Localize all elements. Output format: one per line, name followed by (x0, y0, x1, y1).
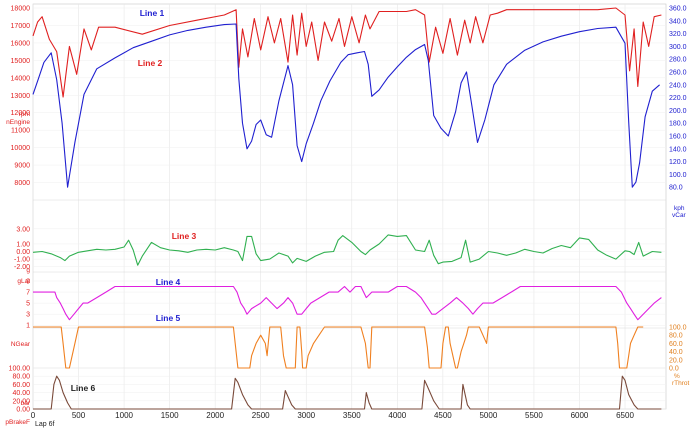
right-tick-label: 20.0 (669, 357, 683, 364)
right-axis-name: vCar (672, 212, 687, 219)
left-axis-units: g (26, 267, 30, 274)
x-tick-label: 3500 (343, 411, 361, 420)
labels: 0 500 1000 1500 2000 2500 3000 3500 4000 4500 5000… (5, 6, 689, 428)
right-tick-label: 280.0 (669, 57, 687, 64)
right-tick-label: 120.0 (669, 159, 687, 166)
right-tick-label: 300.0 (669, 44, 687, 51)
left-tick-label: 80.00 (12, 374, 30, 381)
series-label: Line 1 (140, 8, 165, 18)
x-tick-label: 6500 (616, 411, 634, 420)
right-tick-label: 220.0 (669, 95, 687, 102)
right-tick-label: 160.0 (669, 134, 687, 141)
right-tick-label: 260.0 (669, 70, 687, 77)
left-tick-label: 3.00 (16, 226, 30, 233)
left-tick-label: 13000 (11, 93, 31, 100)
right-tick-label: 80.0 (669, 185, 683, 192)
series-label: Line 6 (71, 383, 96, 393)
left-tick-label: 7 (26, 290, 30, 297)
left-tick-label: 40.00 (12, 390, 30, 397)
right-tick-label: 80.0 (669, 333, 683, 340)
left-tick-label: 0.00 (16, 407, 30, 414)
x-tick-label: 0 (31, 411, 36, 420)
right-tick-label: 140.0 (669, 146, 687, 153)
left-tick-label: 12000 (11, 110, 31, 117)
left-tick-label: 10000 (11, 145, 31, 152)
x-tick-label: 6000 (571, 411, 589, 420)
x-tick-label: 4000 (388, 411, 406, 420)
left-tick-label: 60.00 (12, 382, 30, 389)
series-label: Line 5 (156, 313, 181, 323)
x-axis-label: Lap 6f (35, 421, 55, 428)
left-axis-name: NGear (11, 341, 31, 348)
series-line-line-1 (32, 7, 662, 98)
left-tick-label: 16000 (11, 40, 31, 47)
left-tick-label: 15000 (11, 58, 31, 65)
left-axis-name: nEngine (6, 119, 30, 126)
left-tick-label: 100.00 (9, 366, 31, 373)
left-tick-label: 18000 (11, 6, 31, 13)
series-group (32, 7, 662, 410)
left-tick-label: 9 (26, 279, 30, 286)
left-axis-units: bar (21, 400, 31, 407)
left-tick-label: 3 (26, 312, 30, 319)
right-tick-label: 60.0 (669, 341, 683, 348)
right-tick-label: 40.0 (669, 349, 683, 356)
left-tick-label: -1.00 (14, 257, 30, 264)
right-tick-label: 0.0 (669, 366, 679, 373)
right-tick-label: 100.0 (669, 172, 687, 179)
left-tick-label: 0.00 (16, 249, 30, 256)
left-tick-label: 20.00 (12, 398, 30, 405)
x-tick-label: 1000 (115, 411, 133, 420)
series-line-line-5 (33, 326, 644, 369)
x-tick-label: 4500 (434, 411, 452, 420)
right-tick-label: 180.0 (669, 121, 687, 128)
left-tick-label: 8000 (14, 180, 30, 187)
x-tick-label: 3000 (297, 411, 315, 420)
left-axis-name: gLat (17, 278, 30, 285)
right-tick-label: 200.0 (669, 108, 687, 115)
x-tick-label: 500 (72, 411, 86, 420)
right-axis-units: % (674, 373, 680, 380)
x-tick-label: 2000 (206, 411, 224, 420)
left-tick-label: 5 (26, 301, 30, 308)
left-tick-label: 9000 (14, 163, 30, 170)
grid (32, 3, 667, 410)
left-tick-label: 1.00 (16, 241, 30, 248)
right-tick-label: 340.0 (669, 18, 687, 25)
series-label: Line 4 (156, 277, 181, 287)
series-label: Line 3 (172, 231, 197, 241)
left-tick-label: 1 (26, 323, 30, 330)
right-tick-label: 240.0 (669, 82, 687, 89)
left-axis-units: rpm (19, 111, 30, 118)
x-tick-label: 5500 (525, 411, 543, 420)
left-tick-label: 17000 (11, 23, 31, 30)
x-tick-label: 5000 (479, 411, 497, 420)
right-tick-label: 360.0 (669, 6, 687, 13)
series-line-line-4 (33, 285, 662, 321)
right-axis-name: rThrot (672, 380, 690, 387)
series-line-line-6 (33, 375, 662, 410)
right-tick-label: 100.0 (669, 325, 687, 332)
series-line-line-2 (32, 23, 660, 188)
series-line-line-3 (32, 234, 662, 266)
right-tick-label: 320.0 (669, 31, 687, 38)
left-tick-label: -2.00 (14, 264, 30, 271)
x-tick-label: 1500 (161, 411, 179, 420)
series-label: Line 2 (138, 58, 163, 68)
left-tick-label: 11000 (11, 128, 30, 135)
left-axis-name: pBrakeF (5, 419, 30, 426)
right-axis-units: kph (674, 205, 685, 212)
left-tick-label: 14000 (11, 75, 31, 82)
x-tick-label: 2500 (252, 411, 270, 420)
